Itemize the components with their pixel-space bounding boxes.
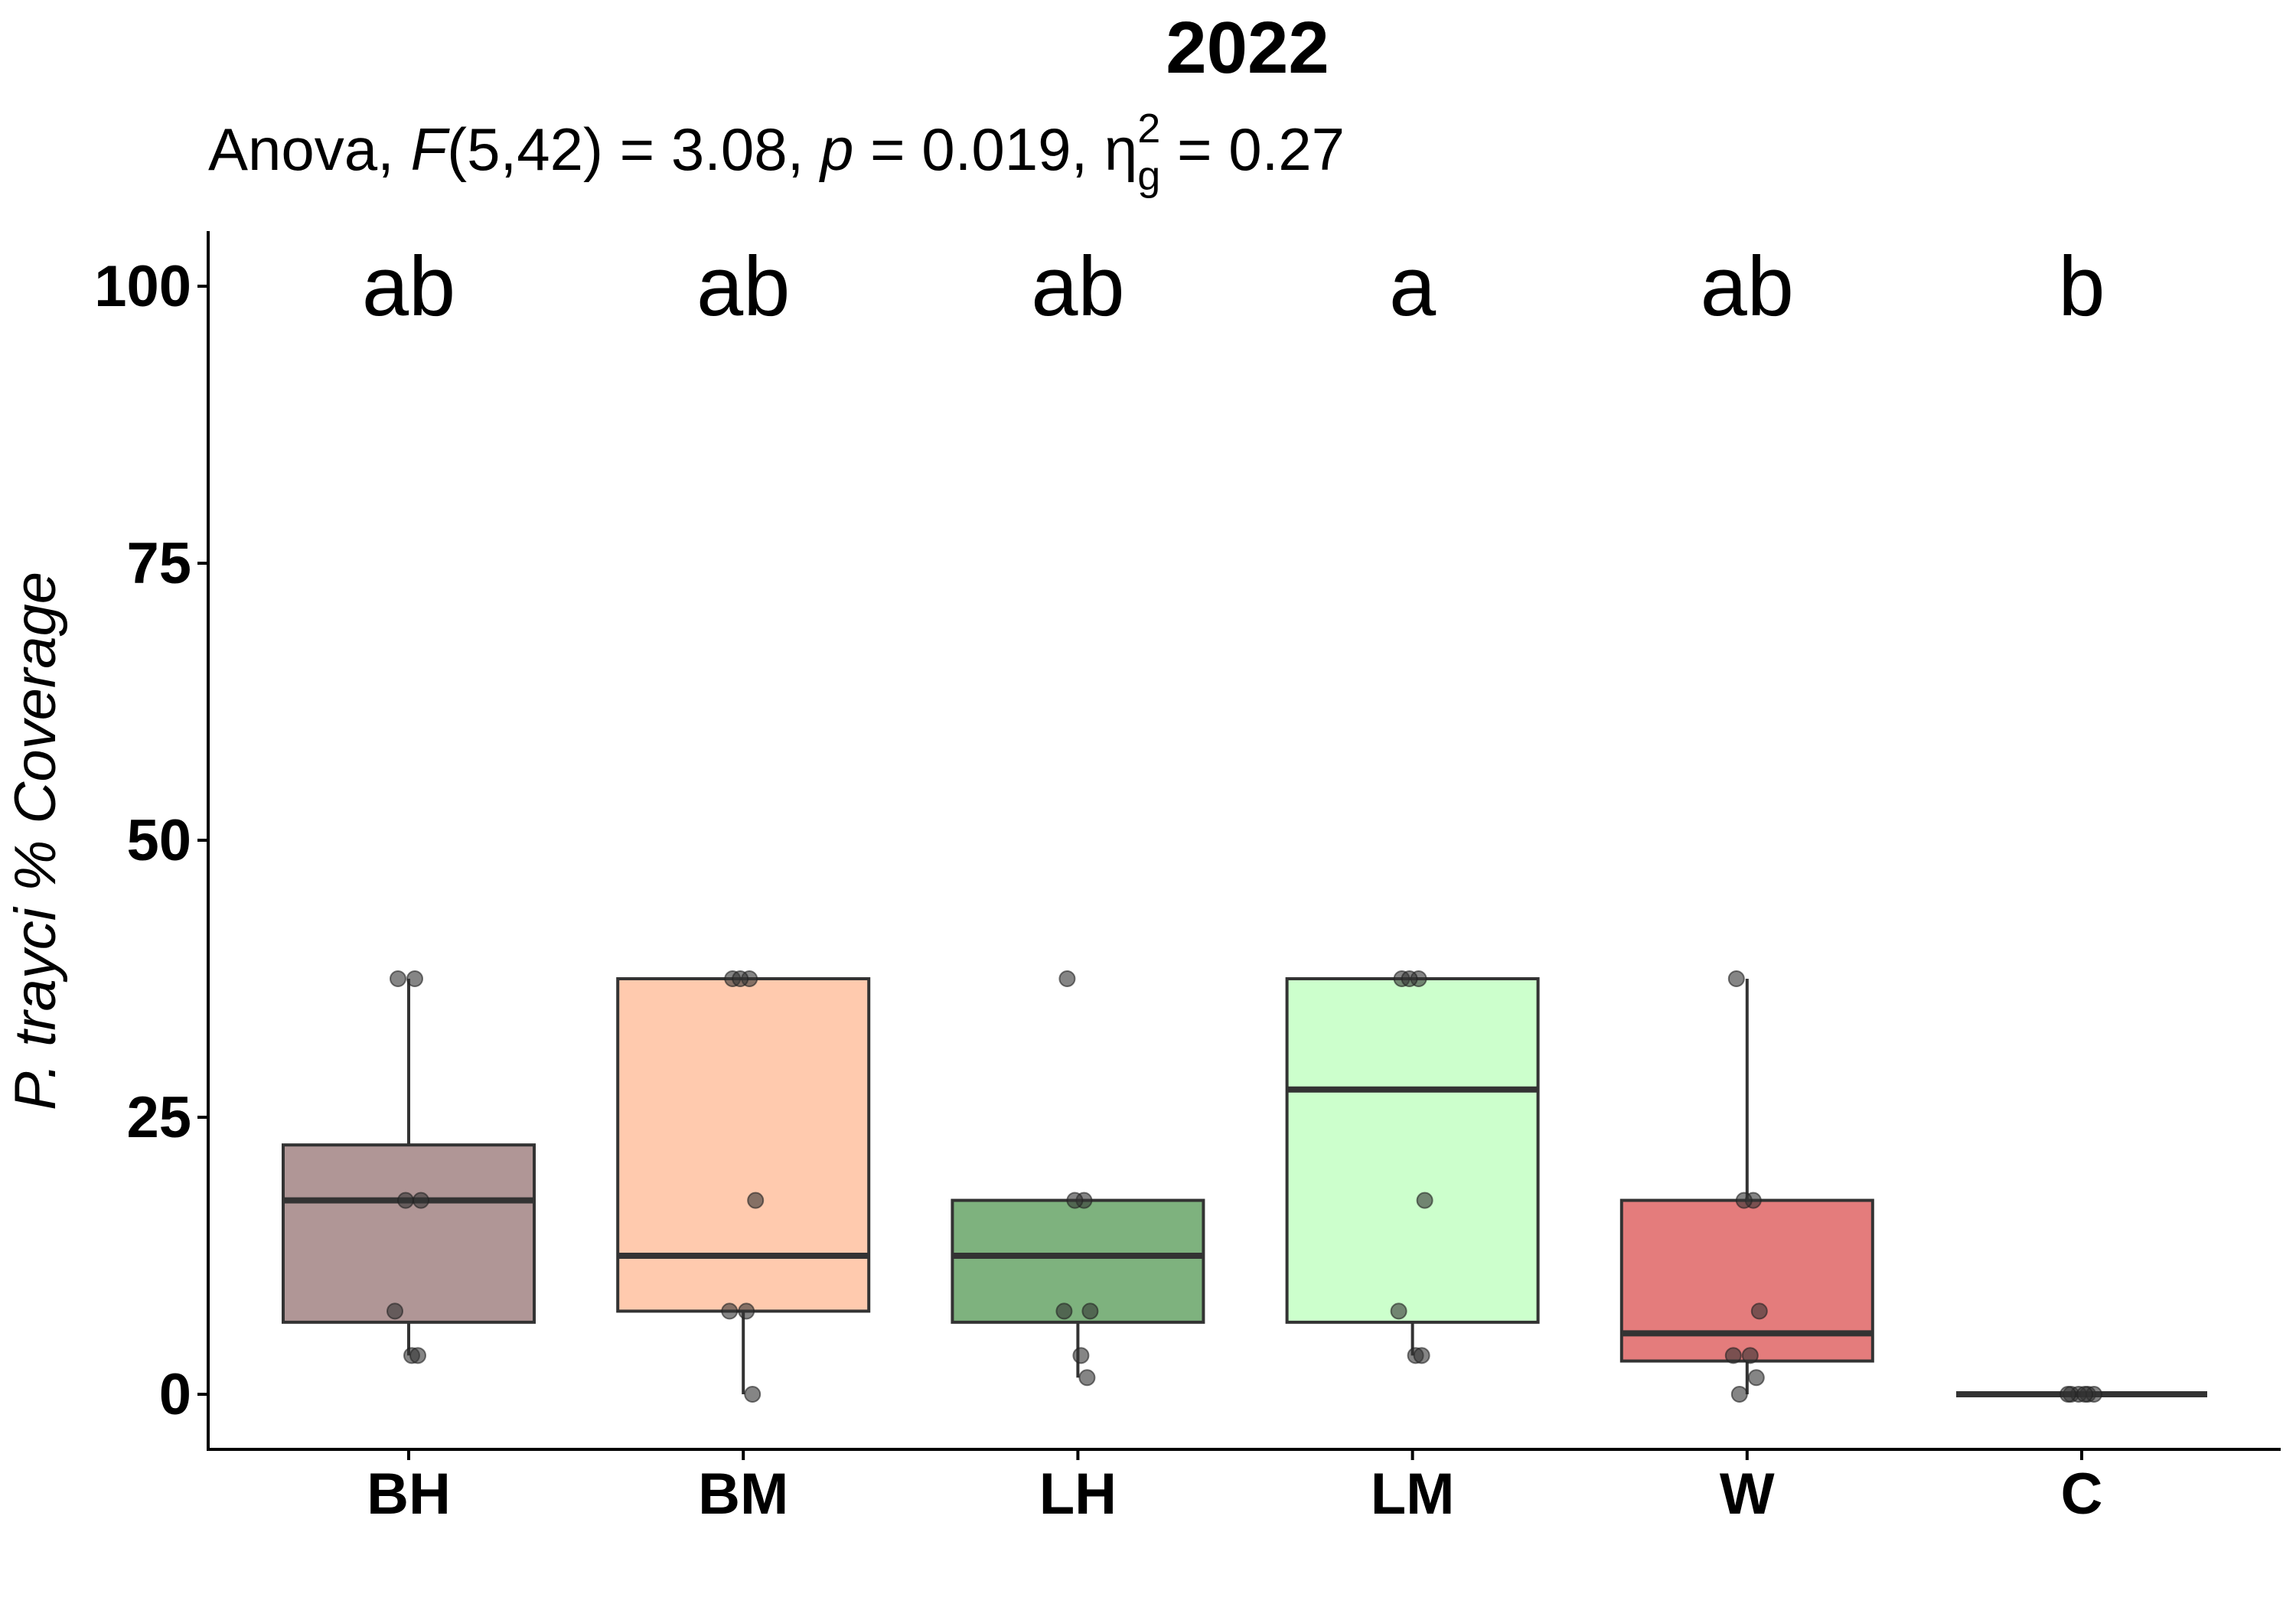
- significance-letter: ab: [362, 240, 455, 334]
- subtitle-df: (5,42): [447, 116, 603, 183]
- data-points: [386, 970, 2102, 1403]
- significance-letter: a: [1389, 240, 1437, 334]
- significance-letter: ab: [1701, 240, 1794, 334]
- boxplots: [282, 977, 2207, 1397]
- subtitle-eta-text: = 0.27: [1160, 116, 1345, 183]
- data-point: [1735, 1191, 1753, 1209]
- y-ticks: 0 25 50 75 100: [94, 254, 208, 1427]
- data-point: [1066, 1191, 1084, 1209]
- data-point: [413, 1191, 429, 1209]
- subtitle-eta-symbol: η: [1104, 116, 1137, 183]
- data-point: [1730, 1386, 1748, 1403]
- data-point: [1724, 1347, 1742, 1364]
- data-point: [1750, 1302, 1768, 1320]
- data-point: [1081, 1302, 1099, 1320]
- subtitle-p-text: = 0.019,: [853, 116, 1104, 183]
- data-point: [1055, 1302, 1073, 1320]
- subtitle-prefix: Anova,: [208, 116, 411, 183]
- data-point: [744, 1386, 762, 1403]
- data-point: [1416, 1191, 1433, 1209]
- data-point: [1413, 1347, 1430, 1364]
- data-point: [390, 970, 406, 987]
- box-iqr: [1619, 1198, 1874, 1363]
- y-tick-label: 75: [126, 531, 191, 596]
- data-point: [1401, 970, 1418, 987]
- subtitle-p-symbol: p: [819, 116, 853, 183]
- data-point: [1727, 970, 1745, 987]
- boxplot-bh: [282, 979, 536, 1356]
- data-point: [721, 1302, 739, 1320]
- x-ticks: BH BM LH LM W C: [367, 1449, 2102, 1527]
- chart-title: 2022: [1166, 7, 1329, 89]
- data-point: [732, 970, 749, 987]
- x-tick-label: LH: [1039, 1462, 1117, 1527]
- data-point: [1058, 970, 1076, 987]
- data-point: [406, 970, 423, 987]
- box-iqr: [282, 1143, 536, 1324]
- boxplot-w: [1619, 979, 1874, 1394]
- data-point: [1078, 1369, 1096, 1387]
- data-point: [409, 1347, 426, 1364]
- data-point: [1072, 1347, 1090, 1364]
- x-tick-label: BM: [698, 1462, 788, 1527]
- data-point: [397, 1191, 414, 1209]
- y-tick-label: 100: [94, 254, 191, 319]
- significance-letter: ab: [1031, 240, 1124, 334]
- y-tick-label: 50: [126, 808, 191, 873]
- x-tick-label: LM: [1371, 1462, 1455, 1527]
- data-point: [738, 1302, 755, 1320]
- significance-letters: ab ab ab a ab b: [362, 240, 2105, 334]
- y-axis-label: P. trayci % Coverage: [3, 572, 68, 1110]
- data-point: [1747, 1369, 1765, 1387]
- data-point: [747, 1191, 765, 1209]
- y-tick-label: 0: [159, 1362, 191, 1427]
- data-point: [2076, 1386, 2093, 1403]
- y-tick-label: 25: [126, 1085, 191, 1150]
- data-point: [386, 1302, 403, 1320]
- boxplot-bm: [616, 977, 871, 1394]
- x-tick-label: C: [2061, 1462, 2103, 1527]
- subtitle-stat-text: = 3.08,: [603, 116, 820, 183]
- box-iqr: [951, 1198, 1205, 1324]
- data-point: [1741, 1347, 1759, 1364]
- subtitle-stat-symbol: F: [411, 116, 451, 183]
- box-iqr: [616, 977, 871, 1313]
- box-iqr: [1285, 977, 1540, 1324]
- subtitle-eta-sup: 2: [1137, 106, 1160, 152]
- significance-letter: b: [2058, 240, 2105, 334]
- significance-letter: ab: [696, 240, 790, 334]
- boxplot-lm: [1285, 977, 1540, 1356]
- subtitle-eta-sub: g: [1137, 153, 1160, 199]
- x-tick-label: BH: [367, 1462, 451, 1527]
- chart-subtitle: Anova, F(5,42) = 3.08, p = 0.019, ηg2 = …: [208, 106, 1345, 199]
- data-point: [2060, 1386, 2076, 1403]
- x-tick-label: W: [1720, 1462, 1775, 1527]
- data-point: [1390, 1302, 1407, 1320]
